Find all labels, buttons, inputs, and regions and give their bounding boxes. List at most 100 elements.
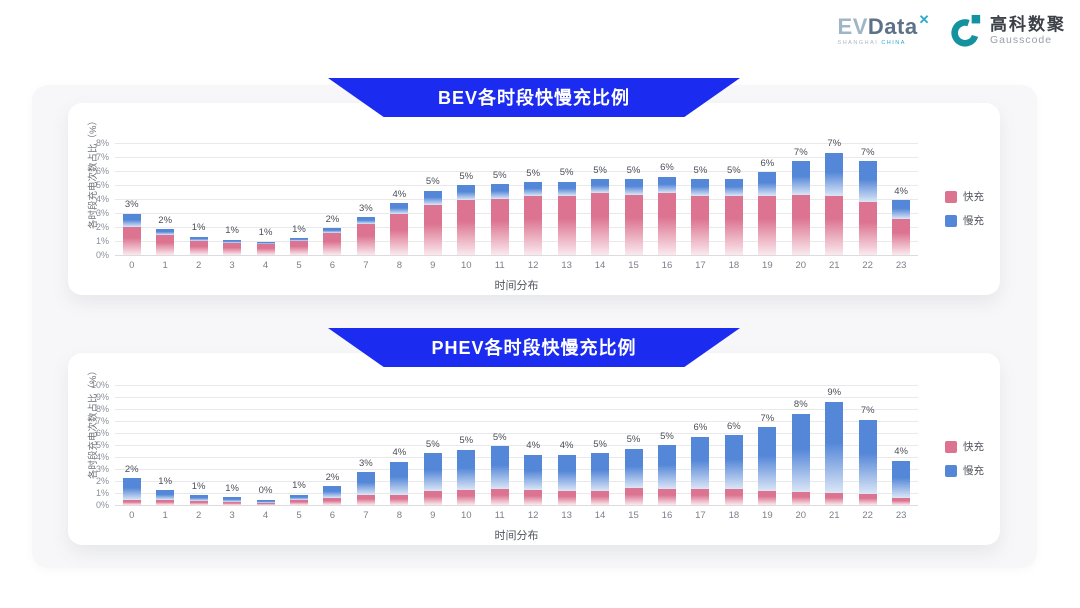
bar-segment-fast[interactable] [223,502,242,505]
legend-item-fast[interactable]: 快充 [945,439,984,454]
bar-segment-slow[interactable] [691,179,710,197]
bar-segment-fast[interactable] [825,196,844,255]
bar-segment-fast[interactable] [524,196,543,255]
bar-segment-slow[interactable] [892,460,911,498]
bar-segment-fast[interactable] [189,501,208,505]
bar-segment-fast[interactable] [122,227,141,255]
bar-segment-fast[interactable] [557,195,576,255]
bar-segment-fast[interactable] [758,196,777,255]
bar-segment-slow[interactable] [457,449,476,490]
bar-segment-fast[interactable] [423,204,442,255]
bar-segment-fast[interactable] [323,232,342,255]
bar-segment-slow[interactable] [223,239,242,244]
bar-segment-slow[interactable] [156,229,175,236]
bar-segment-fast[interactable] [825,493,844,505]
bar-segment-fast[interactable] [223,243,242,255]
bar-segment-slow[interactable] [390,461,409,495]
bar-segment-slow[interactable] [390,203,409,215]
bar-segment-slow[interactable] [323,486,342,498]
bar-segment-slow[interactable] [858,419,877,495]
bar-segment-fast[interactable] [591,193,610,255]
bar-segment-fast[interactable] [724,489,743,505]
bar-segment-fast[interactable] [691,196,710,255]
bar-segment-slow[interactable] [691,436,710,490]
legend-item-fast[interactable]: 快充 [945,189,984,204]
bar-segment-slow[interactable] [557,181,576,196]
bar-segment-slow[interactable] [423,453,442,491]
bar-segment-fast[interactable] [892,497,911,505]
bar-segment-slow[interactable] [591,179,610,194]
bar-segment-slow[interactable] [758,427,777,491]
bar-segment-fast[interactable] [858,494,877,505]
bar-segment-slow[interactable] [825,152,844,197]
bar-segment-slow[interactable] [657,176,676,194]
bar-segment-fast[interactable] [356,495,375,505]
bar-segment-slow[interactable] [624,448,643,489]
bar-segment-fast[interactable] [323,497,342,505]
bar-segment-slow[interactable] [356,217,375,225]
bar-segment-slow[interactable] [591,453,610,491]
bar-segment-slow[interactable] [724,179,743,197]
bar-segment-fast[interactable] [858,201,877,255]
bar-segment-slow[interactable] [791,413,810,492]
bar-segment-slow[interactable] [724,435,743,490]
bar-segment-fast[interactable] [490,489,509,505]
bar-segment-fast[interactable] [156,235,175,255]
bar-segment-fast[interactable] [657,489,676,505]
bar-segment-fast[interactable] [256,503,275,505]
bar-segment-slow[interactable] [156,490,175,501]
bar-segment-slow[interactable] [892,200,911,219]
bar-segment-fast[interactable] [657,193,676,255]
bar-segment-slow[interactable] [223,497,242,502]
legend-item-slow[interactable]: 慢充 [945,463,984,478]
bar-segment-fast[interactable] [892,218,911,255]
bar-segment-fast[interactable] [390,214,409,255]
bar-segment-fast[interactable] [457,200,476,255]
bar-segment-fast[interactable] [423,490,442,505]
bar-segment-slow[interactable] [256,241,275,244]
bar-segment-slow[interactable] [657,445,676,490]
bar-segment-slow[interactable] [323,228,342,233]
bar-segment-slow[interactable] [557,454,576,491]
bar-segment-slow[interactable] [256,499,275,504]
bar-segment-fast[interactable] [356,224,375,255]
bar-segment-fast[interactable] [624,488,643,505]
bar-segment-fast[interactable] [591,490,610,505]
bar-segment-fast[interactable] [122,499,141,505]
bar-segment-slow[interactable] [490,184,509,199]
bar-segment-slow[interactable] [858,161,877,202]
bar-segment-slow[interactable] [825,401,844,493]
bar-segment-slow[interactable] [791,161,810,195]
bar-segment-fast[interactable] [758,490,777,505]
bar-segment-fast[interactable] [457,490,476,505]
bar-segment-fast[interactable] [624,194,643,255]
bar-segment-fast[interactable] [524,490,543,505]
bar-segment-slow[interactable] [624,179,643,195]
legend-item-slow[interactable]: 慢充 [945,213,984,228]
bar-segment-fast[interactable] [791,491,810,505]
bar-segment-slow[interactable] [490,446,509,490]
bar-segment-slow[interactable] [189,236,208,241]
bar-segment-fast[interactable] [724,196,743,255]
bar-segment-slow[interactable] [122,213,141,227]
bar-segment-slow[interactable] [122,478,141,500]
bar-segment-fast[interactable] [490,199,509,255]
bar-segment-fast[interactable] [289,500,308,505]
bar-segment-fast[interactable] [791,194,810,255]
bar-segment-slow[interactable] [423,190,442,205]
bar-segment-slow[interactable] [457,185,476,201]
bar-segment-slow[interactable] [356,472,375,496]
bar-segment-slow[interactable] [758,172,777,197]
bar-segment-fast[interactable] [390,494,409,505]
bar-segment-fast[interactable] [691,489,710,505]
bar-segment-fast[interactable] [289,241,308,255]
bar-segment-slow[interactable] [189,495,208,502]
bar-segment-fast[interactable] [189,241,208,255]
bar-segment-fast[interactable] [557,490,576,505]
bar-segment-fast[interactable] [256,243,275,255]
bar-segment-slow[interactable] [289,494,308,501]
bar-segment-fast[interactable] [156,500,175,505]
bar-segment-slow[interactable] [289,238,308,241]
bar-segment-slow[interactable] [524,182,543,197]
bar-segment-slow[interactable] [524,454,543,490]
